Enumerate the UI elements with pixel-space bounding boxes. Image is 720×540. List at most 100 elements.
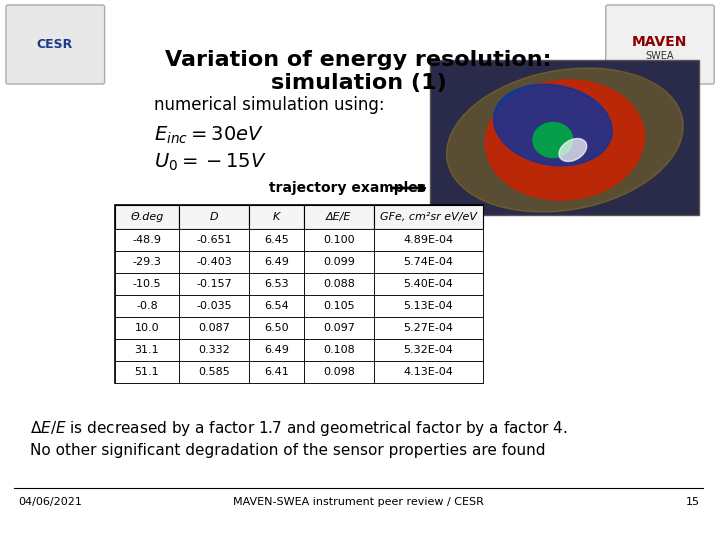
Text: 0.585: 0.585 — [198, 367, 230, 377]
Text: -10.5: -10.5 — [132, 279, 161, 289]
Bar — [374, 317, 483, 339]
Text: 6.54: 6.54 — [264, 301, 289, 311]
Bar — [249, 229, 304, 251]
Text: 0.097: 0.097 — [323, 323, 355, 333]
Bar — [374, 361, 483, 383]
Bar — [114, 317, 179, 339]
Text: -0.157: -0.157 — [197, 279, 232, 289]
Text: 6.53: 6.53 — [264, 279, 289, 289]
Bar — [114, 251, 179, 273]
Bar — [179, 295, 249, 317]
Text: 6.49: 6.49 — [264, 345, 289, 355]
FancyBboxPatch shape — [606, 5, 714, 84]
Text: 5.27E-04: 5.27E-04 — [403, 323, 454, 333]
Ellipse shape — [533, 123, 573, 158]
Text: MAVEN: MAVEN — [632, 35, 687, 49]
FancyBboxPatch shape — [431, 60, 699, 215]
Bar — [374, 273, 483, 295]
Bar — [179, 205, 249, 229]
Bar — [304, 229, 374, 251]
Bar — [249, 251, 304, 273]
Text: ΔE/E: ΔE/E — [326, 212, 351, 222]
Bar — [114, 205, 483, 383]
Bar — [114, 205, 179, 229]
Text: 10.0: 10.0 — [135, 323, 159, 333]
Text: Variation of energy resolution:: Variation of energy resolution: — [166, 50, 552, 70]
Text: 15: 15 — [685, 497, 699, 507]
Text: 0.105: 0.105 — [323, 301, 354, 311]
Bar — [179, 317, 249, 339]
Bar — [249, 273, 304, 295]
Bar — [304, 361, 374, 383]
Bar — [249, 361, 304, 383]
Bar — [304, 205, 374, 229]
Bar — [374, 205, 483, 229]
Bar — [249, 205, 304, 229]
Text: $U_0 = -15V$: $U_0 = -15V$ — [154, 151, 267, 173]
Bar — [114, 361, 179, 383]
Text: Θ.deg: Θ.deg — [130, 212, 163, 222]
Bar — [374, 229, 483, 251]
Bar — [179, 251, 249, 273]
Text: 5.13E-04: 5.13E-04 — [403, 301, 454, 311]
Bar — [249, 317, 304, 339]
Text: 0.100: 0.100 — [323, 235, 354, 245]
Text: -0.651: -0.651 — [197, 235, 232, 245]
Text: 0.108: 0.108 — [323, 345, 354, 355]
Bar — [249, 339, 304, 361]
Text: 0.099: 0.099 — [323, 257, 355, 267]
Bar — [114, 339, 179, 361]
Text: 6.41: 6.41 — [264, 367, 289, 377]
Text: 51.1: 51.1 — [135, 367, 159, 377]
Text: GFe, cm²sr eV/eV: GFe, cm²sr eV/eV — [380, 212, 477, 222]
Text: CESR: CESR — [37, 38, 73, 51]
Text: SWEA: SWEA — [645, 51, 674, 61]
Text: -48.9: -48.9 — [132, 235, 161, 245]
Ellipse shape — [485, 80, 644, 200]
Bar — [304, 251, 374, 273]
FancyBboxPatch shape — [6, 5, 104, 84]
Text: -0.035: -0.035 — [197, 301, 232, 311]
Bar — [304, 317, 374, 339]
Bar — [114, 295, 179, 317]
Bar — [374, 251, 483, 273]
Bar — [374, 295, 483, 317]
Text: 31.1: 31.1 — [135, 345, 159, 355]
Text: No other significant degradation of the sensor properties are found: No other significant degradation of the … — [30, 442, 545, 457]
Text: 0.088: 0.088 — [323, 279, 355, 289]
Bar — [304, 339, 374, 361]
Text: 0.087: 0.087 — [198, 323, 230, 333]
Ellipse shape — [494, 84, 612, 166]
Text: 0.098: 0.098 — [323, 367, 355, 377]
Bar — [179, 229, 249, 251]
Text: 0.332: 0.332 — [198, 345, 230, 355]
Text: 4.13E-04: 4.13E-04 — [403, 367, 454, 377]
Bar — [179, 361, 249, 383]
Text: $\Delta E/E$ is decreased by a factor 1.7 and geometrical factor by a factor 4.: $\Delta E/E$ is decreased by a factor 1.… — [30, 418, 567, 437]
Text: MAVEN-SWEA instrument peer review / CESR: MAVEN-SWEA instrument peer review / CESR — [233, 497, 484, 507]
Bar — [114, 229, 179, 251]
Text: K: K — [273, 212, 280, 222]
Text: 5.32E-04: 5.32E-04 — [403, 345, 454, 355]
Bar — [249, 295, 304, 317]
Text: -0.403: -0.403 — [197, 257, 232, 267]
Bar — [114, 273, 179, 295]
Text: 04/06/2021: 04/06/2021 — [18, 497, 82, 507]
Bar — [374, 339, 483, 361]
Text: -29.3: -29.3 — [132, 257, 161, 267]
Bar — [304, 295, 374, 317]
Ellipse shape — [559, 139, 587, 161]
Text: 6.49: 6.49 — [264, 257, 289, 267]
Text: 5.74E-04: 5.74E-04 — [403, 257, 454, 267]
Bar — [179, 339, 249, 361]
Text: 4.89E-04: 4.89E-04 — [403, 235, 454, 245]
Text: trajectory examples: trajectory examples — [269, 181, 426, 195]
Bar — [179, 273, 249, 295]
Ellipse shape — [446, 68, 683, 212]
Text: 6.50: 6.50 — [264, 323, 289, 333]
Text: 5.40E-04: 5.40E-04 — [403, 279, 454, 289]
Text: numerical simulation using:: numerical simulation using: — [154, 96, 385, 114]
Text: 6.45: 6.45 — [264, 235, 289, 245]
Text: simulation (1): simulation (1) — [271, 73, 446, 93]
Bar — [304, 273, 374, 295]
